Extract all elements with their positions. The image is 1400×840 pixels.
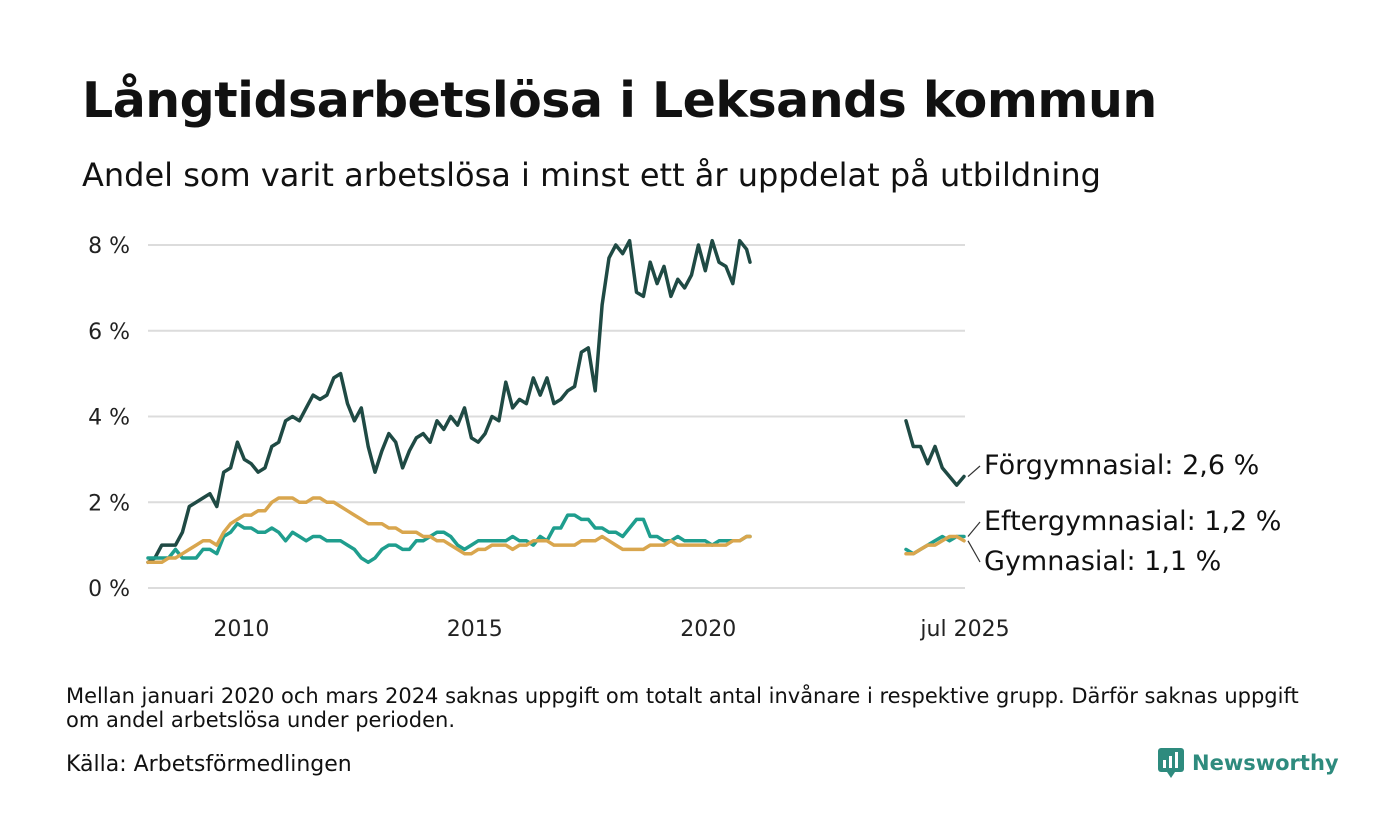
grid-lines: [148, 244, 965, 589]
end-label-connector: [967, 540, 981, 563]
end-label-gymnasial: Gymnasial: 1,1 %: [984, 546, 1221, 577]
y-tick-label: 2 %: [88, 491, 130, 516]
end-label-förgymnasial: Förgymnasial: 2,6 %: [984, 450, 1259, 481]
end-label-connector: [967, 521, 981, 537]
series-line-förgymnasial: [146, 238, 752, 565]
x-tick-label: 2010: [213, 617, 269, 642]
y-tick-label: 4 %: [88, 406, 130, 431]
series-line-förgymnasial: [904, 419, 966, 487]
series-line-eftergymnasial: [146, 513, 752, 565]
x-tick-label: 2020: [680, 617, 736, 642]
end-labels: Förgymnasial: 2,6 % Eftergymnasial: 1,2 %…: [967, 450, 1281, 577]
x-tick-label: jul 2025: [919, 617, 1009, 642]
series-line-gymnasial: [904, 534, 966, 556]
y-tick-label: 0 %: [88, 577, 130, 602]
newsworthy-logo-icon: [1158, 748, 1184, 778]
series-line-gymnasial: [146, 496, 752, 565]
y-axis-labels: 0 % 2 % 4 % 6 % 8 %: [88, 234, 130, 602]
end-label-connector: [967, 465, 981, 477]
x-tick-label: 2015: [447, 617, 503, 642]
x-axis-labels: 2010 2015 2020 jul 2025: [213, 617, 1009, 642]
brand-logo: Newsworthy: [1158, 748, 1339, 778]
chart-subtitle: Andel som varit arbetslösa i minst ett å…: [82, 156, 1101, 194]
line-chart: 0 % 2 % 4 % 6 % 8 % 2010 2015 2020 jul 2025 För…: [88, 234, 1281, 642]
brand-name: Newsworthy: [1192, 751, 1339, 775]
source-text: Källa: Arbetsförmedlingen: [66, 752, 352, 777]
y-tick-label: 6 %: [88, 320, 130, 345]
end-label-eftergymnasial: Eftergymnasial: 1,2 %: [984, 506, 1281, 537]
series-lines: [146, 238, 966, 565]
y-tick-label: 8 %: [88, 234, 130, 259]
chart-title: Långtidsarbetslösa i Leksands kommun: [82, 72, 1157, 129]
footnote: Mellan januari 2020 och mars 2024 saknas…: [66, 684, 1299, 732]
